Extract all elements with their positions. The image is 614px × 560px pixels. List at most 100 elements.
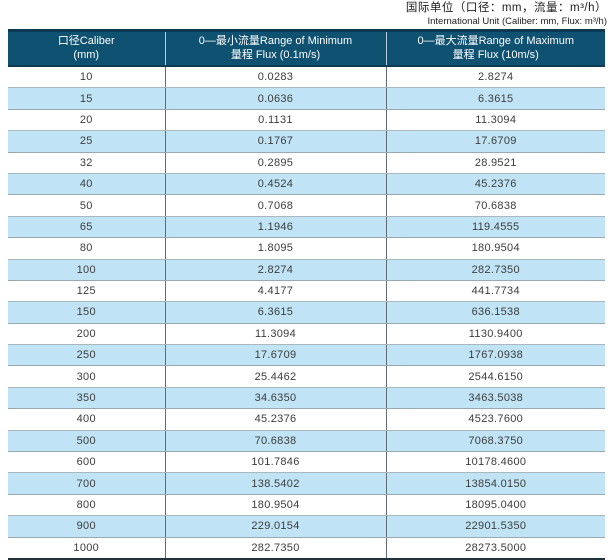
header-caliber-line2: (mm) — [73, 49, 100, 61]
table-row: 1000 282.7350 28273.5000 — [8, 537, 605, 560]
max-flux-cell: 28273.5000 — [385, 537, 605, 560]
table-row: 250 17.6709 1767.0938 — [8, 344, 605, 367]
caliber-cell: 350 — [8, 386, 165, 410]
unit-note-chinese: 国际单位（口径：mm，流量：m³/h） — [405, 2, 607, 14]
min-flux-cell: 25.4462 — [164, 365, 386, 388]
table-row: 300 25.4462 2544.6150 — [8, 365, 605, 388]
max-flux-cell: 17.6709 — [385, 130, 605, 153]
table-row: 80 1.8095 180.9504 — [8, 237, 605, 260]
max-flux-cell: 1767.0938 — [385, 344, 605, 367]
max-flux-cell: 7068.3750 — [385, 429, 605, 453]
header-max-flux-line2: 量程 Flux (10m/s) — [452, 49, 539, 61]
max-flux-cell: 119.4555 — [385, 215, 605, 239]
min-flux-cell: 0.0283 — [164, 66, 386, 89]
min-flux-cell: 101.7846 — [164, 451, 386, 474]
max-flux-cell: 441.7734 — [385, 280, 605, 303]
max-flux-cell: 636.1538 — [385, 301, 605, 324]
min-flux-cell: 34.6350 — [164, 386, 386, 410]
caliber-cell: 80 — [8, 237, 165, 260]
max-flux-cell: 10178.4600 — [385, 451, 605, 474]
table-row: 125 4.4177 441.7734 — [8, 280, 605, 303]
header-min-flux: 0—最小流量Range of Minimum 量程 Flux (0.1m/s) — [164, 29, 386, 67]
header-min-flux-line2: 量程 Flux (0.1m/s) — [230, 49, 321, 61]
max-flux-cell: 6.3615 — [385, 87, 605, 110]
table-row: 32 0.2895 28.9521 — [8, 152, 605, 174]
min-flux-cell: 2.8274 — [164, 258, 386, 281]
min-flux-cell: 180.9504 — [164, 494, 386, 517]
max-flux-cell: 45.2376 — [385, 172, 605, 196]
table-row: 350 34.6350 3463.5038 — [8, 386, 605, 410]
min-flux-cell: 11.3094 — [164, 323, 386, 346]
table-row: 25 0.1767 17.6709 — [8, 130, 605, 153]
table-header: 口径Caliber (mm) 0—最小流量Range of Minimum 量程… — [8, 29, 605, 67]
header-min-flux-line1: 0—最小流量Range of Minimum — [198, 35, 353, 47]
table-row: 50 0.7068 70.6838 — [8, 194, 605, 217]
caliber-cell: 1000 — [8, 537, 165, 560]
max-flux-cell: 22901.5350 — [385, 515, 605, 538]
table-row: 20 0.1131 11.3094 — [8, 109, 605, 132]
caliber-cell: 125 — [8, 280, 165, 303]
table-row: 150 6.3615 636.1538 — [8, 301, 605, 324]
caliber-cell: 250 — [8, 344, 165, 367]
max-flux-cell: 1130.9400 — [385, 323, 605, 346]
flux-range-table: 口径Caliber (mm) 0—最小流量Range of Minimum 量程… — [8, 29, 605, 560]
max-flux-cell: 180.9504 — [385, 237, 605, 260]
caliber-cell: 15 — [8, 87, 165, 110]
caliber-cell: 32 — [8, 152, 165, 174]
max-flux-cell: 28.9521 — [385, 152, 605, 174]
min-flux-cell: 6.3615 — [164, 301, 386, 324]
caliber-cell: 10 — [8, 66, 165, 89]
max-flux-cell: 2.8274 — [385, 66, 605, 89]
max-flux-cell: 4523.7600 — [385, 408, 605, 431]
min-flux-cell: 0.1767 — [164, 130, 386, 153]
flux-table-body: 10 0.0283 2.8274 15 0.0636 6.3615 20 0.1131 11.3… — [8, 66, 605, 560]
header-caliber: 口径Caliber (mm) — [8, 29, 165, 67]
max-flux-cell: 11.3094 — [385, 109, 605, 132]
caliber-cell: 400 — [8, 408, 165, 431]
caliber-cell: 600 — [8, 451, 165, 474]
caliber-cell: 700 — [8, 472, 165, 495]
min-flux-cell: 0.2895 — [164, 152, 386, 174]
table-row: 10 0.0283 2.8274 — [8, 66, 605, 89]
min-flux-cell: 229.0154 — [164, 515, 386, 538]
table-row: 700 138.5402 13854.0150 — [8, 472, 605, 495]
min-flux-cell: 0.4524 — [164, 172, 386, 196]
caliber-cell: 100 — [8, 258, 165, 281]
min-flux-cell: 138.5402 — [164, 472, 386, 495]
caliber-cell: 150 — [8, 301, 165, 324]
table-row: 800 180.9504 18095.0400 — [8, 494, 605, 517]
min-flux-cell: 70.6838 — [164, 429, 386, 453]
caliber-cell: 50 — [8, 194, 165, 217]
table-row: 15 0.0636 6.3615 — [8, 87, 605, 110]
caliber-cell: 900 — [8, 515, 165, 538]
header-row: 口径Caliber (mm) 0—最小流量Range of Minimum 量程… — [8, 29, 605, 67]
table-row: 900 229.0154 22901.5350 — [8, 515, 605, 538]
caliber-cell: 65 — [8, 215, 165, 239]
min-flux-cell: 282.7350 — [164, 537, 386, 560]
max-flux-cell: 18095.0400 — [385, 494, 605, 517]
caliber-cell: 40 — [8, 172, 165, 196]
unit-note-english: International Unit (Caliber: mm, Flux: m… — [427, 16, 608, 27]
caliber-cell: 25 — [8, 130, 165, 153]
table-row: 400 45.2376 4523.7600 — [8, 408, 605, 431]
min-flux-cell: 1.1946 — [164, 215, 386, 239]
min-flux-cell: 17.6709 — [164, 344, 386, 367]
caliber-cell: 200 — [8, 323, 165, 346]
min-flux-cell: 4.4177 — [164, 280, 386, 303]
caliber-cell: 20 — [8, 109, 165, 132]
caliber-cell: 300 — [8, 365, 165, 388]
caliber-cell: 800 — [8, 494, 165, 517]
min-flux-cell: 1.8095 — [164, 237, 386, 260]
min-flux-cell: 0.0636 — [164, 87, 386, 110]
unit-note: 国际单位（口径：mm，流量：m³/h） International Unit (… — [406, 2, 607, 27]
table-row: 100 2.8274 282.7350 — [8, 258, 605, 281]
max-flux-cell: 282.7350 — [385, 258, 605, 281]
caliber-cell: 500 — [8, 429, 165, 453]
table-row: 500 70.6838 7068.3750 — [8, 429, 605, 453]
min-flux-cell: 0.1131 — [164, 109, 386, 132]
header-max-flux-line1: 0—最大流量Range of Maximum — [417, 35, 575, 47]
min-flux-cell: 45.2376 — [164, 408, 386, 431]
max-flux-cell: 3463.5038 — [385, 386, 605, 410]
max-flux-cell: 13854.0150 — [385, 472, 605, 495]
min-flux-cell: 0.7068 — [164, 194, 386, 217]
